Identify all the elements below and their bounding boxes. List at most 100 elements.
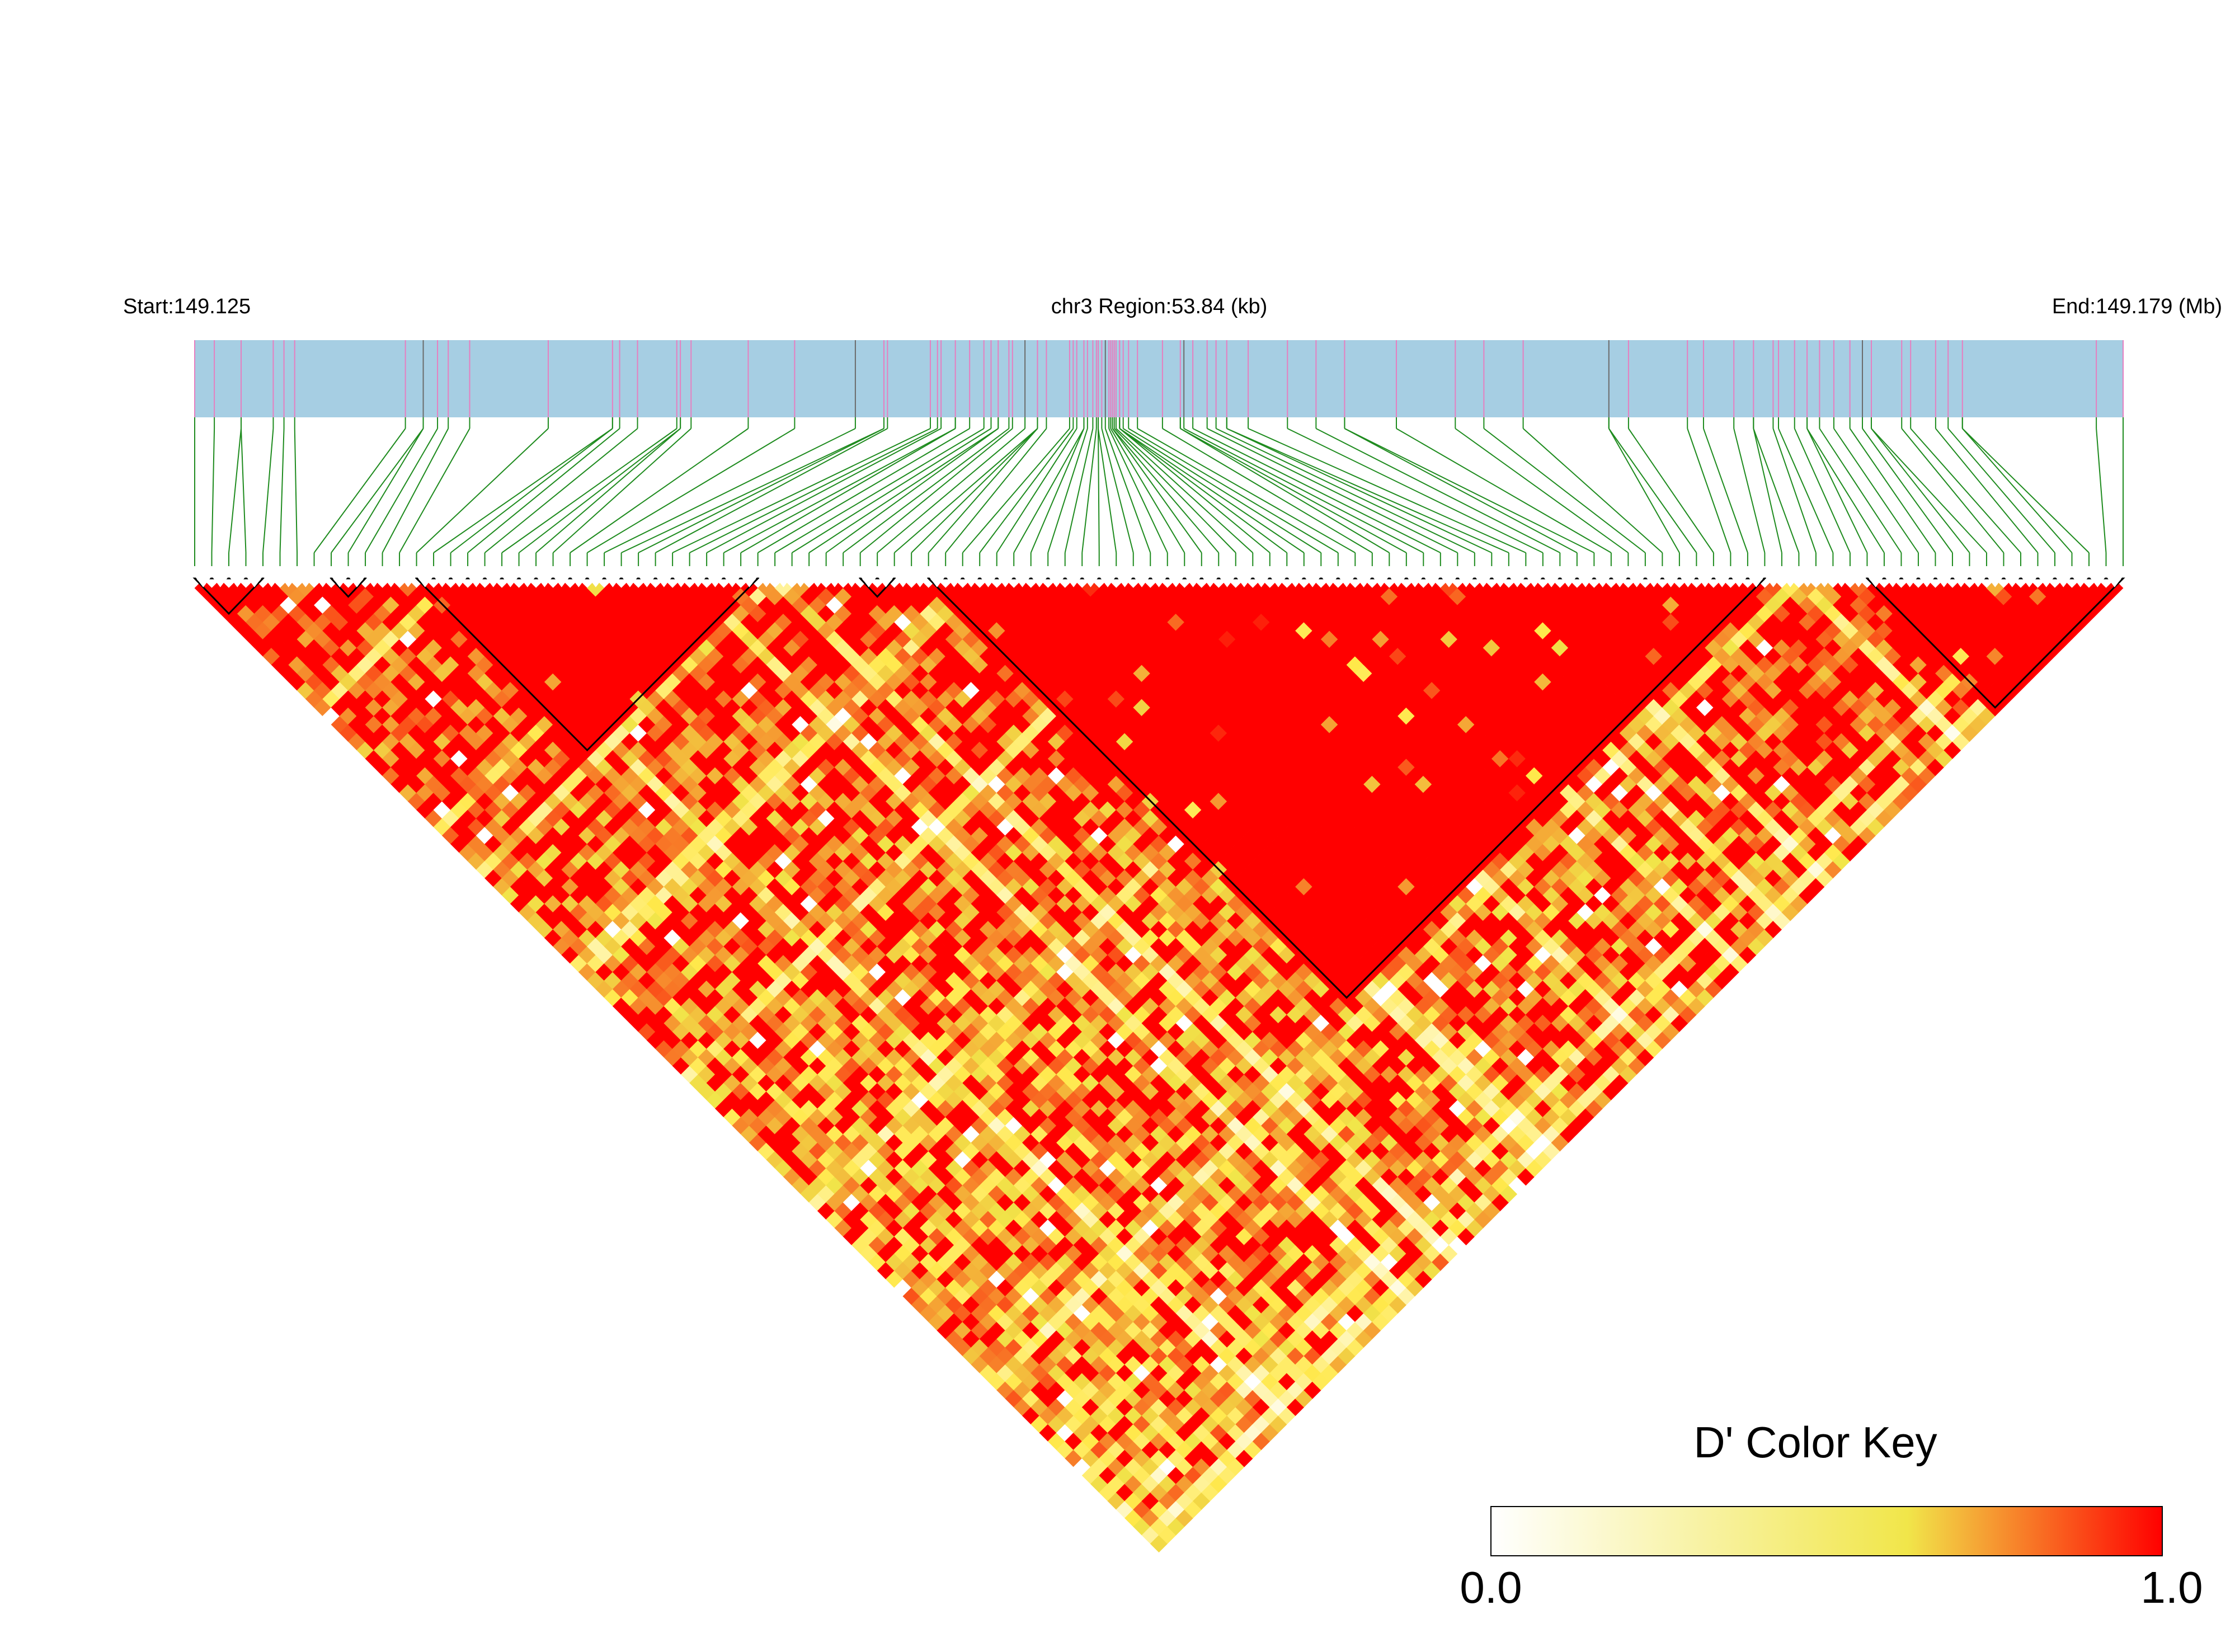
- snp-connector: [1180, 428, 1390, 553]
- snp-connector: [1287, 428, 1544, 553]
- snp-connector: [587, 428, 795, 553]
- snp-connector: [240, 428, 247, 553]
- snp-connector: [1112, 428, 1220, 553]
- snp-connector: [792, 428, 992, 553]
- snp-connector: [1833, 428, 1919, 553]
- snp-connector: [1344, 428, 1594, 553]
- snp-connector: [1097, 428, 1117, 553]
- snp-connector: [826, 428, 999, 553]
- snp-connector: [347, 428, 424, 553]
- region-label: chr3 Region:53.84 (kb): [1051, 295, 1268, 318]
- snp-connector: [1081, 428, 1097, 553]
- snp-connector: [1207, 428, 1458, 553]
- snp-connector: [1101, 428, 1134, 553]
- snp-connector: [433, 428, 613, 553]
- snp-connector: [1819, 428, 1902, 553]
- snp-connector: [860, 428, 1013, 553]
- snp-connector: [484, 428, 638, 553]
- snp-connector: [1344, 428, 1578, 553]
- snp-connector: [1097, 428, 1100, 553]
- snp-connector: [740, 428, 956, 553]
- snp-connector: [1772, 428, 1817, 553]
- snp-connector: [1806, 428, 1885, 553]
- snp-connector: [1794, 428, 1851, 553]
- snp-connector: [808, 428, 999, 553]
- snp-connector: [535, 428, 681, 553]
- snp-connector: [1806, 428, 1868, 553]
- snp-connector: [604, 428, 856, 553]
- snp-connector: [1608, 428, 1680, 553]
- snp-connector: [672, 428, 931, 553]
- snp-connector: [1522, 428, 1663, 553]
- snp-connector: [1104, 428, 1151, 553]
- snp-connector: [1910, 428, 2021, 553]
- snp-connector: [1119, 428, 1305, 553]
- snp-connector: [1183, 428, 1424, 553]
- snp-connector: [774, 428, 985, 553]
- snp-connector: [1703, 428, 1748, 553]
- snp-connector: [1455, 428, 1629, 553]
- snp-connector: [843, 428, 1009, 553]
- snp-connector: [996, 428, 1077, 553]
- snp-connector: [211, 428, 215, 553]
- snp-connector: [1112, 428, 1202, 553]
- snp-connector: [894, 428, 1038, 553]
- snp-connector: [1862, 428, 1953, 553]
- snp-connector: [1396, 428, 1612, 553]
- snp-connector: [1628, 428, 1714, 553]
- snp-connector: [467, 428, 620, 553]
- snp-connector: [1226, 428, 1492, 553]
- snp-connector: [911, 428, 1038, 553]
- snp-connector: [1733, 428, 1766, 553]
- snp-connector: [416, 428, 549, 553]
- snp-connector: [1128, 428, 1339, 553]
- snp-position-track: [194, 340, 2124, 417]
- snp-connector: [365, 428, 438, 553]
- snp-connector: [1962, 428, 2090, 553]
- snp-connector: [1116, 428, 1253, 553]
- snp-connector: [706, 428, 942, 553]
- snp-connector: [621, 428, 884, 553]
- snp-connector: [962, 428, 1070, 553]
- snp-connector: [1961, 428, 2073, 553]
- snp-connector: [723, 428, 956, 553]
- snp-connector: [1935, 428, 2039, 553]
- snp-connector: [1119, 428, 1271, 553]
- snp-connector: [1113, 428, 1236, 553]
- snp-connector: [1901, 428, 2005, 553]
- snp-connector: [877, 428, 1025, 553]
- snp-connector: [979, 428, 1074, 553]
- snp-connector: [928, 428, 1038, 553]
- snp-track-bar: [195, 340, 2123, 417]
- snp-connector: [1119, 428, 1287, 553]
- snp-connector: [1216, 428, 1475, 553]
- snp-connector: [1753, 428, 1800, 553]
- snp-connector: [294, 428, 298, 553]
- snp-connector: [1483, 428, 1646, 553]
- snp-connector: [945, 428, 1047, 553]
- snp-connector: [1947, 428, 2055, 553]
- snp-connector: [1871, 428, 1987, 553]
- snp-connector: [279, 428, 285, 553]
- snp-connector: [1180, 428, 1407, 553]
- snp-connector: [518, 428, 681, 553]
- snp-connector: [1753, 428, 1782, 553]
- ld-heatmap-cells: [194, 579, 2124, 1553]
- snp-connector: [655, 428, 888, 553]
- snp-connector: [689, 428, 938, 553]
- snp-connector: [638, 428, 884, 553]
- snp-connector: [1192, 428, 1441, 553]
- snp-connector: [399, 428, 470, 553]
- snp-connector: [313, 428, 406, 553]
- snp-connector: [1608, 428, 1697, 553]
- snp-connector: [1137, 428, 1356, 553]
- snp-connector: [262, 428, 274, 553]
- snp-connector: [1687, 428, 1731, 553]
- start-label: Start:149.125: [123, 295, 251, 318]
- snp-connector: [1013, 428, 1085, 553]
- snp-connector: [1064, 428, 1094, 553]
- snp-connector: [501, 428, 677, 553]
- snp-connector: [570, 428, 749, 553]
- snp-connector: [1871, 428, 1970, 553]
